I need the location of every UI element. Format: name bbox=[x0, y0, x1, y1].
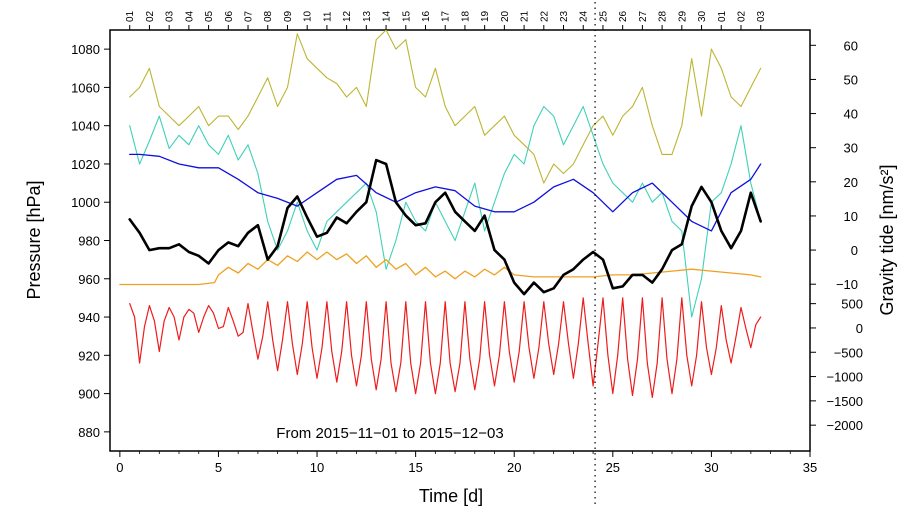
x-tick-label-0: 0 bbox=[116, 460, 123, 475]
x-tick-label-7: 35 bbox=[803, 460, 817, 475]
y-left-tick-label-7: 1020 bbox=[71, 157, 100, 172]
x-tick-label-6: 30 bbox=[704, 460, 718, 475]
top-day-label-27: 28 bbox=[658, 10, 669, 22]
top-day-label-22: 23 bbox=[559, 10, 570, 22]
y-left-tick-label-1: 900 bbox=[78, 387, 100, 402]
y-left-tick-label-2: 920 bbox=[78, 348, 100, 363]
top-day-label-14: 15 bbox=[401, 10, 412, 22]
y-left-tick-label-9: 1060 bbox=[71, 80, 100, 95]
top-day-label-1: 02 bbox=[145, 10, 156, 22]
y-left-tick-label-5: 980 bbox=[78, 234, 100, 249]
top-day-label-8: 09 bbox=[283, 10, 294, 22]
top-day-label-32: 03 bbox=[756, 10, 767, 22]
top-day-label-13: 14 bbox=[382, 10, 393, 22]
series-line-tide bbox=[129, 297, 762, 398]
y-right-upper-tick-label-6: 50 bbox=[844, 72, 858, 87]
y-axis-title-left: Pressure [hPa] bbox=[24, 180, 44, 299]
y-left-tick-label-4: 960 bbox=[78, 272, 100, 287]
y-right-lower-tick-label-0: −2000 bbox=[826, 418, 863, 433]
top-day-label-4: 05 bbox=[204, 10, 215, 22]
y-right-lower-tick-label-4: 0 bbox=[856, 321, 863, 336]
y-right-upper-tick-label-3: 20 bbox=[844, 175, 858, 190]
y-right-upper-tick-label-4: 30 bbox=[844, 141, 858, 156]
y-right-lower-tick-label-5: 500 bbox=[841, 297, 863, 312]
top-day-label-17: 18 bbox=[460, 10, 471, 22]
top-day-label-7: 08 bbox=[263, 10, 274, 22]
y-right-lower-tick-label-2: −1000 bbox=[826, 370, 863, 385]
top-day-label-12: 13 bbox=[362, 10, 373, 22]
top-day-label-16: 17 bbox=[441, 10, 452, 22]
top-day-label-19: 20 bbox=[500, 10, 511, 22]
top-day-label-25: 26 bbox=[618, 10, 629, 22]
top-day-label-10: 11 bbox=[322, 11, 333, 22]
series-layer bbox=[119, 29, 762, 398]
top-day-label-3: 04 bbox=[184, 10, 195, 22]
top-day-label-5: 06 bbox=[224, 10, 235, 22]
axes-layer: 0 5 10 15 20 25 30 3588090092094096098010001020… bbox=[71, 10, 863, 475]
y-right-upper-tick-label-2: 10 bbox=[844, 209, 858, 224]
top-day-label-28: 29 bbox=[677, 10, 688, 22]
y-axis-title-right: Gravity tide [nm/s²] bbox=[877, 164, 897, 315]
series-line-orange bbox=[119, 251, 762, 286]
series-line-pressure bbox=[128, 158, 762, 296]
top-day-label-31: 02 bbox=[736, 10, 747, 22]
x-tick-label-5: 25 bbox=[606, 460, 620, 475]
x-axis-title: Time [d] bbox=[419, 486, 483, 506]
y-left-tick-label-6: 1000 bbox=[71, 195, 100, 210]
top-day-label-20: 21 bbox=[520, 10, 531, 22]
top-day-label-29: 30 bbox=[697, 10, 708, 22]
top-day-label-15: 16 bbox=[421, 10, 432, 22]
top-day-label-26: 27 bbox=[638, 10, 649, 22]
x-tick-label-3: 15 bbox=[408, 460, 422, 475]
y-left-tick-label-0: 880 bbox=[78, 425, 100, 440]
top-day-label-21: 22 bbox=[539, 10, 550, 22]
y-left-tick-label-3: 940 bbox=[78, 310, 100, 325]
series-line-olive bbox=[129, 29, 762, 184]
series-line-blue bbox=[129, 153, 762, 232]
top-day-label-23: 24 bbox=[579, 10, 590, 22]
y-right-upper-tick-label-7: 60 bbox=[844, 38, 858, 53]
series-line-turquoise bbox=[129, 105, 762, 318]
y-right-upper-tick-label-1: 0 bbox=[851, 243, 858, 258]
top-day-label-24: 25 bbox=[598, 10, 609, 22]
x-tick-label-1: 5 bbox=[215, 460, 222, 475]
top-day-label-11: 12 bbox=[342, 10, 353, 22]
y-left-tick-label-10: 1080 bbox=[71, 42, 100, 57]
y-right-upper-tick-label-5: 40 bbox=[844, 107, 858, 122]
top-day-label-30: 01 bbox=[717, 10, 728, 22]
top-day-label-6: 07 bbox=[244, 10, 255, 22]
y-right-upper-tick-label-0: −10 bbox=[836, 277, 858, 292]
y-left-tick-label-8: 1040 bbox=[71, 119, 100, 134]
top-day-label-9: 10 bbox=[303, 10, 314, 22]
x-tick-label-2: 10 bbox=[310, 460, 324, 475]
top-day-label-0: 01 bbox=[125, 10, 136, 22]
y-right-lower-tick-label-3: −500 bbox=[834, 345, 863, 360]
annotation-date-range: From 2015−11−01 to 2015−12−03 bbox=[276, 425, 503, 442]
y-right-lower-tick-label-1: −1500 bbox=[826, 394, 863, 409]
top-day-label-18: 19 bbox=[480, 10, 491, 22]
x-tick-label-4: 20 bbox=[507, 460, 521, 475]
top-day-label-2: 03 bbox=[165, 10, 176, 22]
